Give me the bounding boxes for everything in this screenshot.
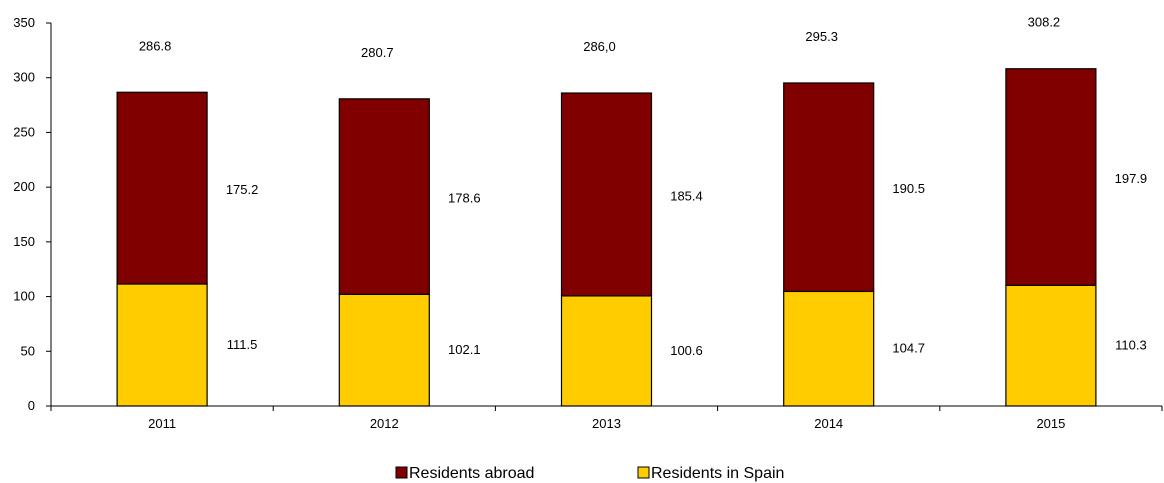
total-label: 286.8	[139, 38, 172, 53]
data-labels: 111.5 175.2 286.8 102.1 178.6 280.7 100.6 185.4…	[139, 15, 1147, 358]
total-label: 286,0	[583, 39, 616, 54]
y-tick-label: 50	[21, 343, 35, 358]
bar-residents-in-spain-2014	[783, 290, 875, 407]
legend-label: Residents in Spain	[651, 465, 784, 482]
legend-label: Residents abroad	[409, 465, 534, 482]
y-tick-label: 150	[13, 234, 35, 249]
legend: Residents abroad Residents in Spain	[395, 465, 784, 482]
x-axis: 2011 2012 2013 2014 2015	[50, 405, 1163, 431]
y-tick-label: 300	[13, 70, 35, 85]
bar-residents-in-spain-2015	[1005, 284, 1097, 407]
total-label: 295.3	[805, 29, 838, 44]
x-tick-label: 2014	[814, 416, 843, 431]
legend-item-residents-abroad: Residents abroad	[395, 465, 534, 482]
data-label-residents-abroad: 185.4	[670, 188, 703, 203]
bar-residents-abroad-2011	[116, 91, 208, 285]
x-tick-label: 2012	[370, 416, 399, 431]
y-tick-label: 200	[13, 179, 35, 194]
y-axis: 0 50 100 150 200 250 300 350	[13, 15, 52, 413]
x-tick-label: 2013	[592, 416, 621, 431]
bar-residents-abroad-2012	[338, 98, 430, 295]
y-tick-label: 250	[13, 124, 35, 139]
data-label-residents-abroad: 190.5	[892, 181, 925, 196]
bar-residents-in-spain-2011	[116, 283, 208, 407]
bar-residents-abroad-2015	[1005, 68, 1097, 286]
total-label: 308.2	[1028, 15, 1061, 30]
legend-swatch	[637, 466, 650, 479]
data-label-residents-in-spain: 102.1	[448, 342, 481, 357]
x-tick-label: 2011	[148, 416, 176, 431]
bar-residents-in-spain-2013	[560, 295, 653, 407]
data-label-residents-abroad: 175.2	[226, 182, 259, 197]
total-label: 280.7	[361, 45, 394, 60]
data-label-residents-abroad: 178.6	[448, 191, 481, 206]
data-label-residents-in-spain: 110.3	[1115, 338, 1147, 353]
data-label-residents-in-spain: 100.6	[670, 343, 703, 358]
bar-residents-abroad-2014	[783, 82, 875, 293]
x-tick-label: 2015	[1036, 416, 1065, 431]
bar-residents-abroad-2013	[560, 92, 653, 297]
bars	[116, 68, 1097, 407]
y-tick-label: 350	[13, 15, 35, 30]
data-label-residents-in-spain: 111.5	[227, 337, 258, 352]
data-label-residents-in-spain: 104.7	[892, 341, 925, 356]
y-tick-label: 100	[13, 289, 35, 304]
data-label-residents-abroad: 197.9	[1115, 171, 1148, 186]
y-tick-label: 0	[28, 398, 35, 413]
legend-swatch	[395, 466, 408, 479]
legend-item-residents-in-spain: Residents in Spain	[637, 465, 784, 482]
bar-residents-in-spain-2012	[338, 293, 430, 407]
